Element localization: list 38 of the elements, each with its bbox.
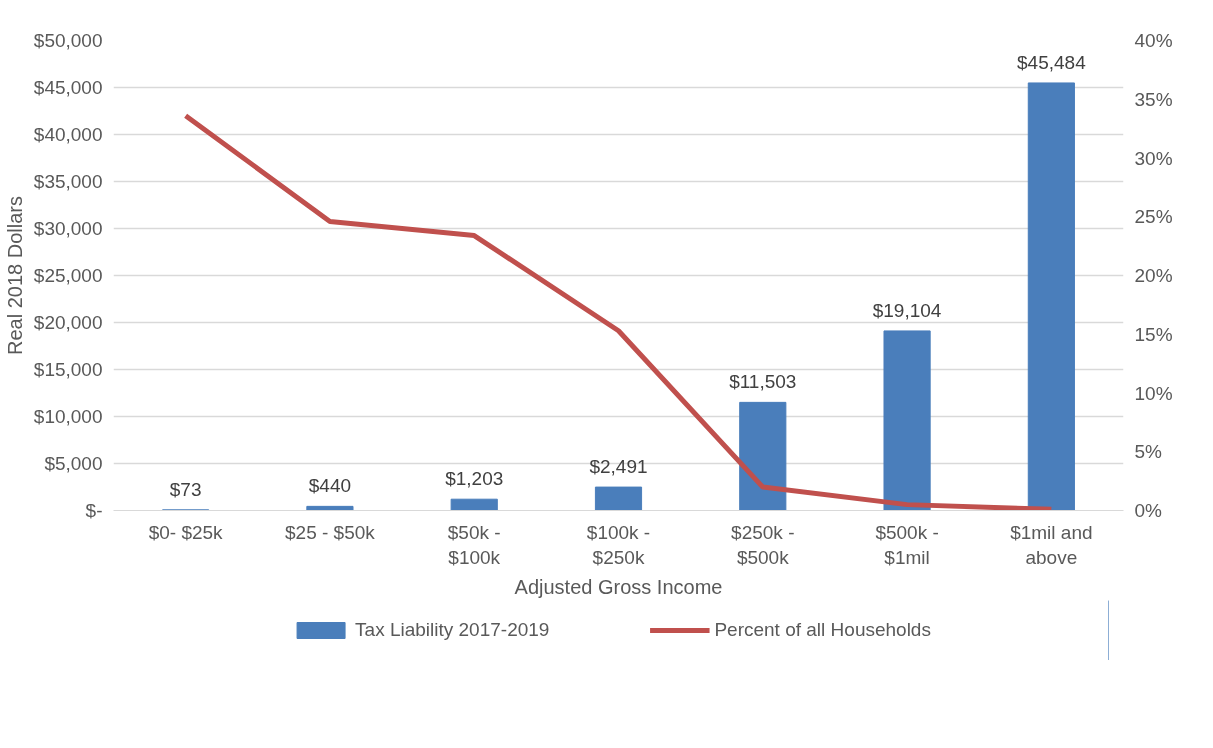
y-tick-label: $25,000	[33, 265, 103, 286]
x-tick-label: $50k - $100k	[447, 521, 501, 568]
y-tick-label: $20,000	[33, 312, 103, 333]
x-tick-label: $100k - $250k	[586, 521, 651, 568]
y-tick-label: $40,000	[33, 124, 103, 145]
y-tick-label: $5,000	[44, 453, 103, 474]
data-label: $19,104	[872, 299, 942, 321]
y-tick-label: $50,000	[33, 30, 103, 51]
y-tick-label: $35,000	[33, 171, 103, 192]
legend-label: Percent of all Households	[714, 619, 931, 641]
y2-tick-label: 15%	[1134, 323, 1173, 345]
legend-label: Tax Liability 2017-2019	[355, 619, 550, 641]
y2-tick-label: 35%	[1134, 88, 1173, 110]
data-label: $45,484	[1017, 51, 1087, 73]
y-tick-label: $-	[85, 500, 103, 521]
y-tick-label: $10,000	[33, 406, 103, 427]
y2-tick-label: 30%	[1134, 147, 1173, 169]
data-label: $2,491	[589, 456, 648, 478]
data-label: $73	[169, 478, 202, 500]
x-tick-label: $1mil and above	[1010, 521, 1093, 568]
y-tick-label: $30,000	[33, 218, 103, 239]
data-label: $1,203	[445, 468, 504, 490]
x-tick-label: $500k - $1mil	[875, 521, 939, 568]
y-tick-label: $45,000	[33, 77, 103, 98]
y2-tick-label: 5%	[1134, 441, 1163, 463]
data-label: $11,503	[729, 371, 797, 393]
y2-tick-label: 20%	[1134, 265, 1173, 286]
y2-tick-label: 25%	[1134, 206, 1173, 228]
y2-tick-label: 0%	[1134, 500, 1163, 521]
x-tick-label: $25 - $50k	[285, 521, 376, 543]
x-tick-label: $0- $25k	[148, 521, 224, 543]
y2-tick-label: 10%	[1134, 382, 1173, 404]
x-axis-title: Adjusted Gross Income	[514, 575, 723, 598]
y-tick-label: $15,000	[33, 359, 103, 380]
data-label: $440	[308, 475, 352, 497]
x-tick-label: $250k - $500k	[731, 521, 795, 568]
y-axis-title: Real 2018 Dollars	[3, 196, 26, 355]
y2-tick-label: 40%	[1134, 30, 1173, 51]
